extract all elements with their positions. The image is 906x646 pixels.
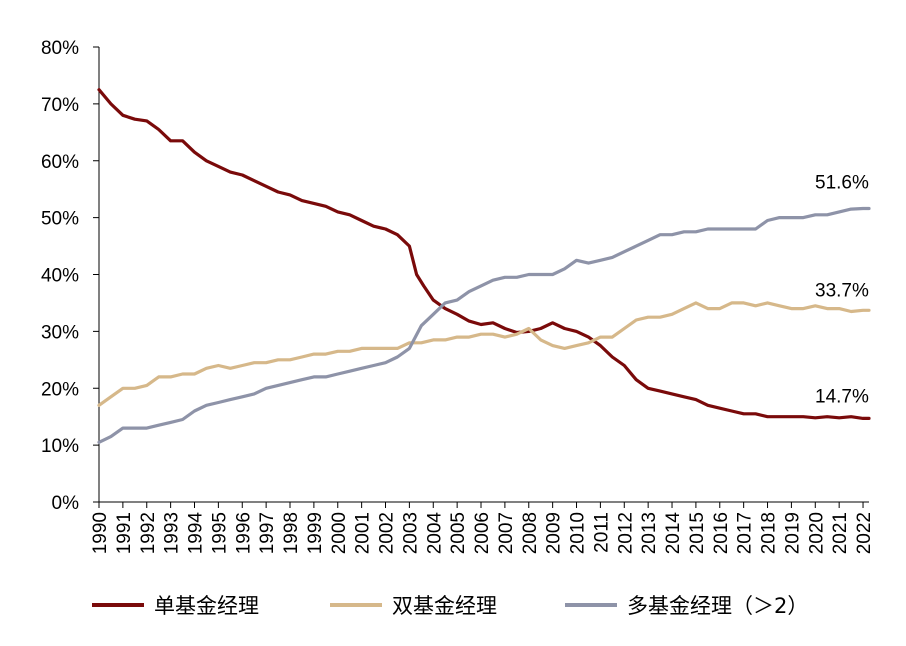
x-tick-label: 2012	[615, 512, 636, 554]
y-axis: 0% 10% 20% 30% 40% 50% 60% 70% 80%	[41, 38, 100, 514]
x-tick-label: 2018	[759, 512, 780, 554]
x-tick-label: 1997	[257, 512, 278, 554]
y-tick-label: 30%	[41, 322, 79, 343]
legend-label-double: 双基金经理	[392, 594, 497, 618]
legend-label-multi: 多基金经理（＞2）	[627, 594, 809, 618]
series-line-0	[97, 88, 871, 420]
series-end-label-0: 14.7%	[815, 386, 869, 407]
x-tick-label: 2020	[806, 512, 827, 554]
x-tick-label: 2000	[329, 512, 350, 554]
y-tick-label: 50%	[41, 209, 79, 230]
x-tick-label: 1998	[281, 512, 302, 554]
x-tick-label: 1991	[114, 512, 135, 554]
x-tick-label: 1990	[90, 512, 111, 554]
series-line-1	[97, 301, 871, 407]
y-tick-label: 60%	[41, 152, 79, 173]
y-tick-label: 80%	[41, 38, 79, 59]
x-tick-label: 1995	[209, 512, 230, 554]
x-tick-label: 2002	[377, 512, 398, 554]
legend-item-double: 双基金经理	[330, 588, 497, 622]
y-tick-label: 70%	[41, 95, 79, 116]
y-tick-label: 20%	[41, 379, 79, 400]
x-tick-label: 1993	[162, 512, 183, 554]
x-tick-label: 2022	[854, 512, 875, 554]
x-tick-label: 2010	[568, 512, 589, 554]
x-tick-label: 1994	[186, 512, 207, 555]
x-tick-label: 2004	[424, 512, 445, 555]
x-tick-label: 2011	[591, 512, 612, 553]
x-tick-label: 2003	[400, 512, 421, 554]
series-line-2	[97, 206, 871, 444]
legend-item-single: 单基金经理	[92, 588, 259, 622]
x-tick-label: 2001	[353, 512, 374, 554]
y-tick-label: 10%	[41, 436, 79, 457]
x-tick-label: 2006	[472, 512, 493, 554]
x-tick-label: 1999	[305, 512, 326, 554]
x-tick-label: 2014	[663, 512, 684, 555]
x-tick-label: 2019	[782, 512, 803, 554]
y-tick-label: 0%	[52, 493, 80, 514]
x-tick-label: 2016	[711, 512, 732, 554]
x-tick-label: 2007	[496, 512, 517, 554]
x-tick-label: 2005	[448, 512, 469, 554]
series-end-label-1: 33.7%	[815, 280, 869, 301]
legend-swatch-single	[92, 603, 144, 607]
legend: 单基金经理 双基金经理 多基金经理（＞2）	[0, 588, 906, 622]
legend-label-single: 单基金经理	[154, 594, 259, 618]
plot-lines	[97, 88, 871, 444]
legend-item-multi: 多基金经理（＞2）	[565, 588, 808, 622]
legend-swatch-double	[330, 603, 382, 607]
x-tick-label: 2021	[830, 512, 851, 554]
x-tick-label: 2013	[639, 512, 660, 554]
line-chart: 0%10%20%30%40%50%60%70%80% 1990 1991 1992 1…	[41, 38, 875, 555]
end-labels: 14.7% 33.7% 51.6%	[815, 173, 869, 408]
y-tick-label: 40%	[41, 266, 79, 287]
x-tick-label: 2008	[520, 512, 541, 554]
x-tick-label: 2009	[544, 512, 565, 554]
x-tick-label: 1996	[233, 512, 254, 554]
legend-swatch-multi	[565, 603, 617, 607]
x-tick-label: 2015	[687, 512, 708, 554]
series-end-label-2: 51.6%	[815, 173, 869, 194]
x-axis: 1990 1991 1992 1993 1994 1995 1996 1997 1998 1999…	[90, 501, 875, 555]
x-tick-label: 1992	[138, 512, 159, 554]
x-tick-label: 2017	[735, 512, 756, 554]
